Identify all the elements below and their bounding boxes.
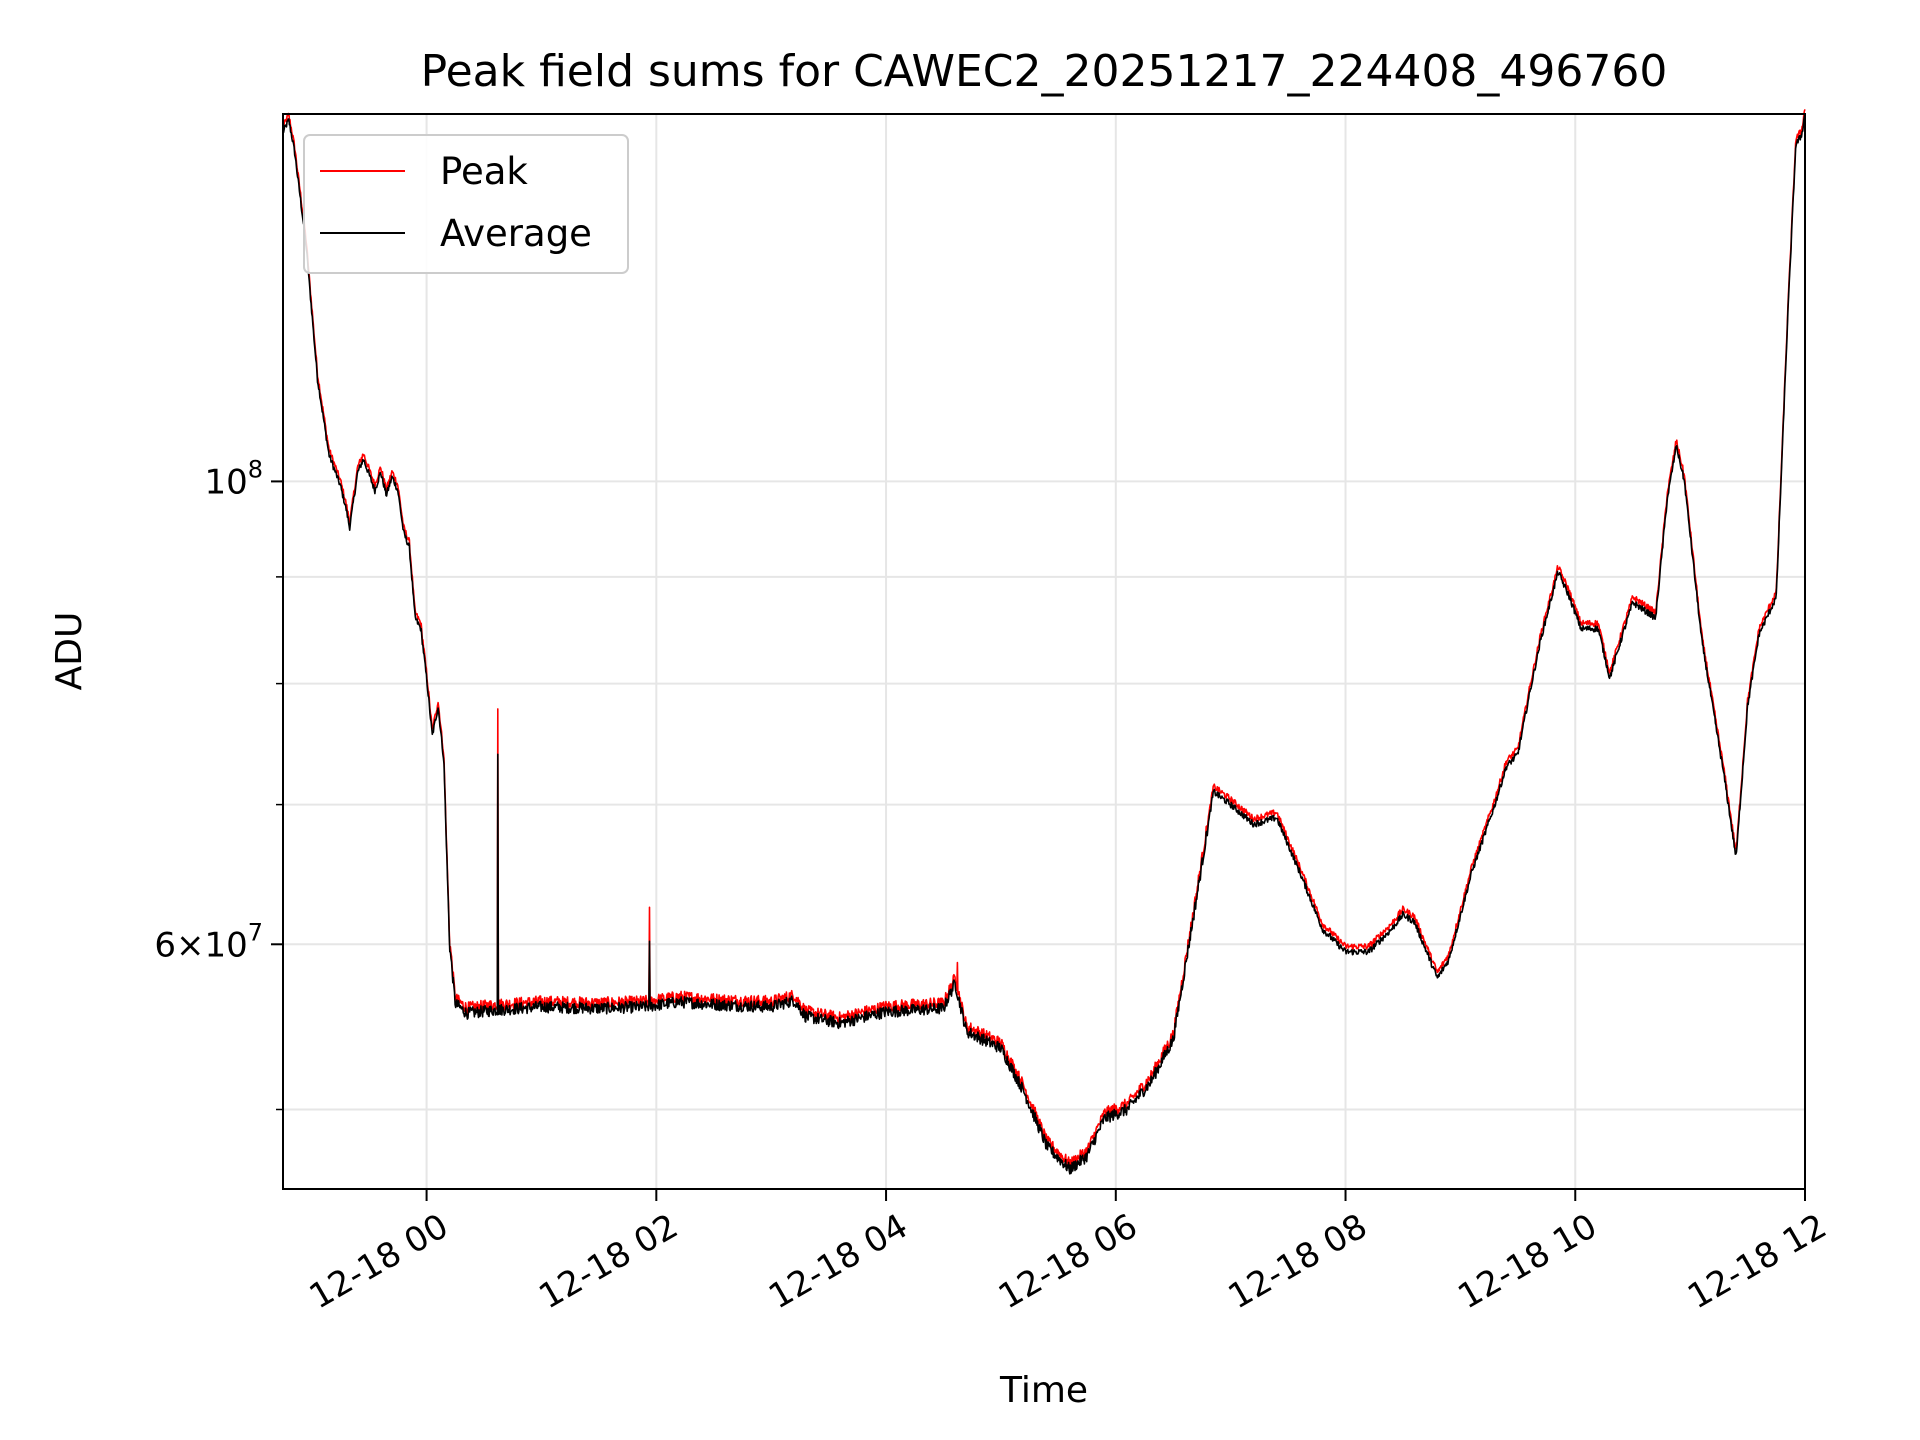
x-tick-label: 12-18 12 [1681,1206,1833,1317]
y-axis: 6×107 108 [154,455,283,1111]
chart-title: Peak field sums for CAWEC2_20251217_2244… [421,46,1668,97]
y-tick-label: 6×107 [154,918,263,965]
legend-label-average: Average [440,212,592,255]
x-tick-label: 12-18 00 [303,1206,455,1317]
x-tick-label: 12-18 10 [1451,1206,1603,1317]
y-axis-label: ADU [49,612,90,691]
x-tick-label: 12-18 08 [1222,1206,1374,1317]
x-tick-label: 12-18 02 [532,1206,684,1317]
x-axis-label: Time [999,1370,1088,1411]
legend-label-peak: Peak [440,150,528,193]
plot-area [282,113,1806,1190]
y-tick-label: 108 [204,455,263,502]
x-axis: 12-18 00 12-18 02 12-18 04 12-18 06 12-18 08… [303,1189,1834,1317]
legend-box [303,134,629,274]
series-line-average [282,114,1806,1175]
series-lines [282,109,1806,1175]
x-tick-label: 12-18 06 [992,1206,1144,1317]
x-tick-label: 12-18 04 [762,1206,914,1317]
grid [283,114,1806,1189]
legend: Peak Average [303,134,629,274]
